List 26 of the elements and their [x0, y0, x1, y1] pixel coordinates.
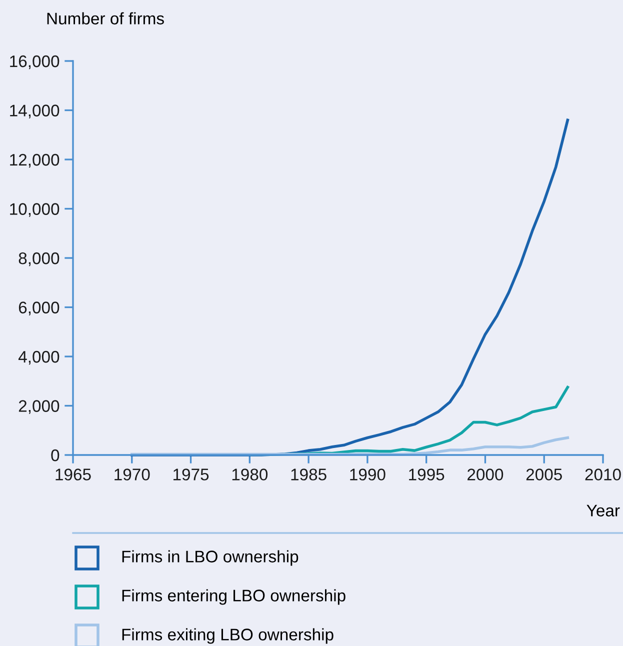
y-tick-label: 0 — [51, 449, 60, 462]
x-tick-label: 1990 — [350, 468, 386, 480]
y-tick-label: 4,000 — [18, 350, 60, 365]
legend-label: Firms exiting LBO ownership — [122, 628, 334, 644]
x-tick-label: 1980 — [232, 468, 268, 480]
line-series — [130, 118, 570, 456]
legend-label: Firms entering LBO ownership — [122, 589, 346, 605]
x-tick-label: 2000 — [468, 468, 504, 480]
x-axis-title: Year — [586, 504, 620, 516]
y-tick-label: 2,000 — [18, 400, 60, 414]
y-tick-label: 16,000 — [10, 55, 60, 70]
x-tick-label: 2010 — [585, 468, 621, 480]
y-tick-label: 14,000 — [10, 104, 60, 118]
line-series — [130, 436, 570, 456]
y-tick-label: 8,000 — [18, 252, 60, 266]
x-tick-label: 1965 — [56, 468, 91, 480]
y-tick-label: 12,000 — [10, 154, 60, 168]
x-tick-label: 1975 — [174, 468, 209, 480]
x-tick-label: 1970 — [114, 468, 150, 480]
y-axis-title: Number of firms — [47, 12, 164, 24]
x-tick-label: 1985 — [291, 468, 326, 480]
x-tick-label: 2005 — [526, 468, 562, 480]
y-tick-label: 10,000 — [10, 203, 60, 217]
legend-label: Firms in LBO ownership — [122, 550, 298, 566]
y-tick-label: 6,000 — [18, 302, 60, 316]
x-tick-label: 1995 — [409, 468, 444, 480]
